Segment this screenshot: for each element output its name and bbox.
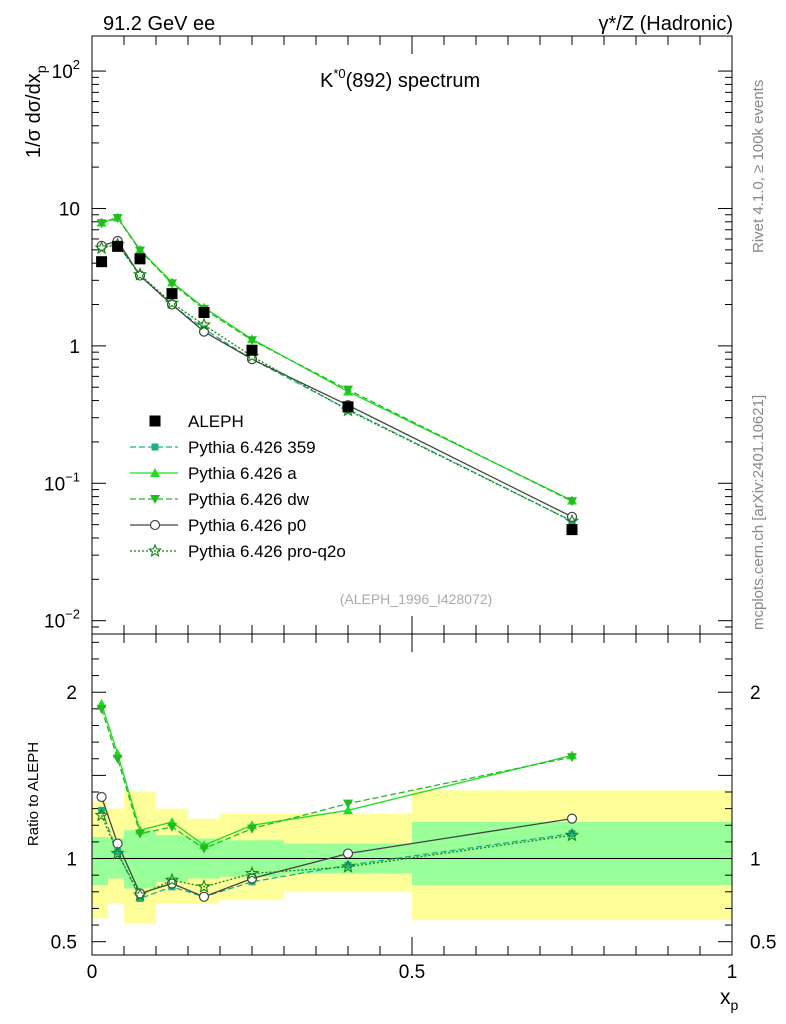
- xtick-label: 1: [727, 962, 738, 983]
- ratio-line-series-2: [100, 708, 573, 850]
- ratio-uncertainty-bands: [92, 790, 732, 924]
- aleph-data-point: [134, 253, 146, 265]
- main-point-series-2: [96, 219, 107, 229]
- main-ylabel: 1/σ dσ/dxp: [23, 65, 49, 158]
- xlabel: xp: [720, 986, 739, 1013]
- ratio-point-series-0: [114, 848, 122, 856]
- ratio-point-series-2: [167, 822, 177, 832]
- ratio-ytick-label: 0.5: [51, 933, 77, 954]
- ratio-series: [94, 698, 580, 902]
- legend: ALEPH Pythia 6.426 359 Pythia 6.426 a Pythi…: [130, 412, 346, 561]
- ratio-point-series-3: [246, 873, 258, 884]
- legend-marker-4: [147, 543, 163, 558]
- ratio-ytick-label-right: 2: [750, 683, 761, 704]
- aleph-data-point: [566, 524, 578, 536]
- aleph-data-point: [96, 256, 108, 268]
- main-point-series-4: [564, 513, 580, 528]
- ratio-line-series-4: [101, 815, 573, 896]
- aleph-data-point: [112, 240, 124, 252]
- ratio-point-series-2: [112, 754, 123, 764]
- ratio-point-series-2: [567, 753, 577, 763]
- ratio-point-series-4: [132, 887, 148, 902]
- main-point-series-4: [132, 267, 148, 281]
- ratio-point-series-2: [135, 829, 145, 839]
- main-point-series-3: [134, 270, 146, 281]
- main-point-series-2: [167, 279, 177, 289]
- legend-marker-1: [150, 468, 160, 477]
- main-point-series-2: [567, 497, 577, 507]
- ratio-point-series-4: [196, 879, 212, 893]
- ratio-point-series-2: [247, 824, 257, 834]
- legend-label-1: Pythia 6.426 a: [188, 464, 297, 483]
- ratio-line-series-0: [100, 810, 573, 900]
- header-right: γ*/Z (Hadronic): [599, 13, 733, 35]
- main-ytick-label: 10−1: [44, 469, 80, 495]
- ratio-point-series-2: [343, 799, 353, 809]
- ratio-point-series-0: [568, 830, 576, 838]
- main-point-series-2: [112, 214, 123, 224]
- ratio-point-series-3: [566, 813, 578, 824]
- ratio-ytick-label: 1: [66, 850, 77, 871]
- ratio-point-series-1: [343, 805, 353, 815]
- inner-band-2: [124, 830, 156, 889]
- main-line-series-1: [101, 216, 573, 502]
- legend-label-aleph: ALEPH: [188, 412, 244, 431]
- xtick-label: 0.5: [399, 962, 425, 983]
- rivet-label: Rivet 4.1.0, ≥ 100k events: [750, 80, 767, 253]
- main-point-series-4: [164, 295, 180, 310]
- main-ytick-label: 1: [69, 337, 80, 358]
- legend-label-3: Pythia 6.426 p0: [188, 516, 306, 535]
- ratio-point-series-2: [199, 844, 209, 854]
- main-axes: 10−2 10−1 1 10 102: [44, 36, 733, 635]
- xtick-label: 0: [87, 962, 98, 983]
- main-series: [94, 212, 580, 536]
- analysis-watermark: (ALEPH_1996_I428072): [340, 591, 493, 607]
- ratio-point-series-4: [110, 846, 125, 860]
- legend-marker-aleph: [149, 415, 161, 427]
- ratio-point-series-4: [564, 827, 580, 842]
- ratio-point-series-3: [96, 791, 107, 803]
- main-point-series-2: [343, 385, 353, 395]
- legend-marker-3: [149, 519, 161, 531]
- aleph-data-point: [246, 344, 258, 356]
- main-point-series-2: [135, 246, 145, 256]
- aleph-data-point: [166, 288, 178, 300]
- main-line-series-4: [101, 243, 573, 522]
- ratio-point-series-3: [342, 848, 354, 859]
- ratio-point-series-4: [164, 872, 180, 887]
- main-point-series-4: [94, 240, 109, 255]
- legend-label-0: Pythia 6.426 359: [188, 438, 316, 457]
- ratio-ytick-label: 2: [66, 683, 77, 704]
- legend-label-4: Pythia 6.426 pro-q2o: [188, 542, 346, 561]
- ratio-ylabel: Ratio to ALEPH: [25, 742, 42, 846]
- ratio-point-series-4: [244, 865, 260, 880]
- main-ytick-label: 102: [52, 57, 80, 83]
- main-point-series-4: [196, 317, 212, 332]
- aleph-data-point: [342, 401, 354, 413]
- ratio-ytick-label-right: 1: [750, 850, 761, 871]
- ratio-point-series-4: [94, 807, 109, 822]
- mcplots-label: mcplots.cern.ch [arXiv:2401.10621]: [750, 395, 767, 630]
- ratio-point-series-2: [96, 704, 107, 714]
- legend-label-2: Pythia 6.426 dw: [188, 490, 310, 509]
- aleph-data-point: [198, 306, 210, 318]
- header-left: 91.2 GeV ee: [103, 13, 215, 35]
- main-ytick-label: 10: [59, 199, 80, 220]
- ratio-point-series-0: [344, 861, 352, 869]
- ratio-point-series-3: [198, 891, 210, 902]
- chart-title: K*0(892) spectrum: [320, 66, 480, 92]
- legend-marker-2: [150, 495, 160, 504]
- ratio-point-series-4: [340, 859, 356, 873]
- main-ytick-label: 10−2: [44, 607, 80, 633]
- inner-band-0: [92, 836, 108, 886]
- ratio-ytick-label-right: 0.5: [750, 933, 776, 954]
- legend-marker-0: [151, 443, 159, 451]
- main-line-series-2: [101, 217, 573, 502]
- main-point-series-2: [247, 336, 257, 346]
- ratio-axes: 0.5 0.5 1 1 2 2 0 0.5 1: [51, 634, 776, 983]
- ratio-line-series-1: [100, 703, 573, 846]
